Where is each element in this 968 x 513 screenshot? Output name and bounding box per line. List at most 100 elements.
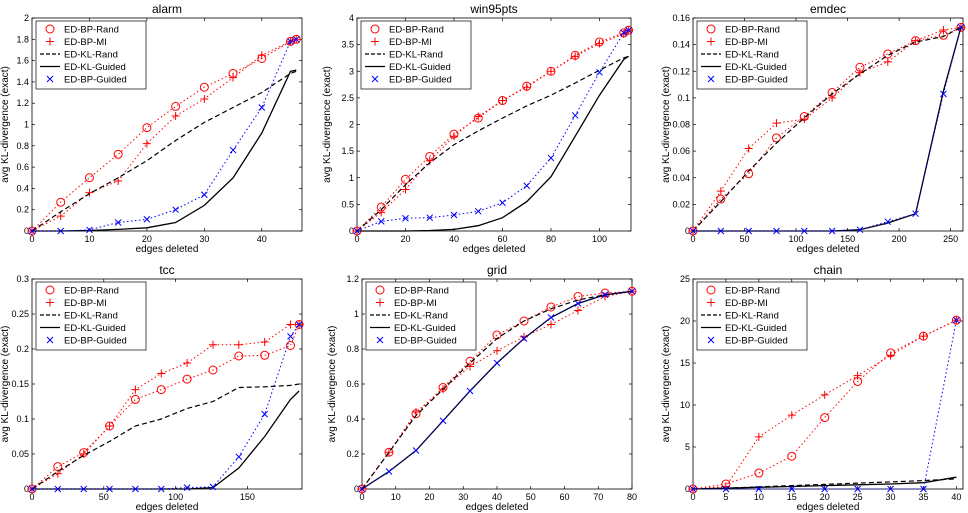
- y-tick-label: 25: [680, 274, 690, 284]
- legend-entry: ED-BP-Guided: [46, 336, 127, 347]
- data-point: [287, 38, 294, 45]
- data-point: [131, 385, 140, 394]
- chart-title: emdec: [810, 2, 846, 16]
- legend-entry: ED-BP-MI: [371, 37, 432, 48]
- data-point: [171, 101, 181, 111]
- data-point: [620, 29, 628, 37]
- series-ED-BP-Guided: [28, 35, 300, 235]
- legend-marker: [706, 24, 716, 34]
- legend-label: ED-BP-Rand: [394, 286, 449, 297]
- y-tick-label: 0.1: [677, 93, 690, 103]
- y-tick-label: 1: [349, 173, 354, 183]
- y-tick-label: 0.6: [346, 379, 359, 389]
- data-point: [522, 83, 531, 92]
- data-point: [546, 302, 556, 312]
- data-point: [157, 485, 165, 493]
- data-point: [754, 432, 763, 441]
- series-line: [32, 324, 300, 490]
- series-line: [31, 38, 297, 232]
- y-tick-label: 0.14: [672, 40, 690, 50]
- y-tick-label: 0.6: [16, 162, 29, 172]
- y-axis-label: avg KL-divergence (exact): [322, 66, 333, 183]
- series-ED-KL-Rand: [692, 26, 962, 232]
- chart-grid: grid 0 10 20 30 40 50 60 70 80 0 0.2 0.4 0.6 0.8 1 1.2 ed…: [327, 263, 637, 513]
- legend-entry: ED-KL-Guided: [370, 323, 456, 334]
- data-point: [744, 169, 754, 179]
- legend-label: ED-KL-Rand: [64, 50, 118, 61]
- data-point: [912, 210, 919, 218]
- data-point: [571, 52, 580, 61]
- legend-entry: ED-BP-Guided: [707, 336, 788, 347]
- y-tick-label: 1: [354, 309, 359, 319]
- chart-title: tcc: [159, 263, 174, 277]
- data-point: [260, 350, 270, 360]
- x-tick-label: 10: [391, 492, 401, 502]
- chart-title: chain: [814, 263, 843, 277]
- data-point: [957, 23, 965, 31]
- legend-entry: ED-BP-Guided: [376, 336, 457, 347]
- data-point: [800, 115, 809, 124]
- y-tick-label: 0.8: [16, 141, 29, 151]
- legend-label: ED-KL-Guided: [64, 62, 126, 73]
- legend-marker: [376, 336, 384, 344]
- y-tick-label: 20: [680, 316, 690, 326]
- data-point: [574, 306, 582, 315]
- y-tick-label: 10: [680, 400, 690, 410]
- data-point: [235, 453, 243, 461]
- data-point: [853, 371, 862, 380]
- legend-marker: [706, 285, 716, 295]
- legend-label: ED-BP-Guided: [389, 75, 452, 86]
- data-point: [171, 111, 180, 120]
- data-point: [400, 174, 410, 184]
- legend-entry: ED-KL-Rand: [40, 311, 118, 322]
- series-line: [356, 55, 629, 232]
- chart-title: win95pts: [469, 2, 517, 16]
- data-point: [200, 94, 209, 103]
- y-tick-label: 0.2: [346, 449, 359, 459]
- data-point: [200, 191, 208, 199]
- data-point: [886, 351, 895, 360]
- x-tick-label: 100: [168, 492, 183, 502]
- data-point: [755, 485, 763, 493]
- series-line: [361, 290, 633, 490]
- y-tick-label: 0.4: [346, 414, 359, 424]
- data-point: [754, 468, 764, 478]
- data-point: [953, 316, 960, 324]
- y-axis-label: avg KL-divergence (exact): [327, 326, 338, 443]
- data-point: [523, 182, 531, 190]
- data-point: [595, 39, 604, 48]
- y-tick-label: 1.6: [16, 56, 29, 66]
- x-tick-label: 70: [593, 492, 603, 502]
- legend-label: ED-BP-MI: [725, 37, 768, 48]
- legend-marker: [46, 37, 54, 46]
- data-point: [787, 411, 796, 420]
- data-point: [261, 410, 269, 418]
- series-line: [692, 319, 957, 490]
- legend-entry: ED-BP-Guided: [707, 75, 788, 86]
- legend-label: ED-KL-Guided: [725, 62, 787, 73]
- data-point: [787, 451, 797, 461]
- y-tick-label: 2: [24, 13, 29, 23]
- data-point: [920, 485, 927, 493]
- x-tick-label: 30: [199, 234, 209, 244]
- x-axis-label: edges deleted: [466, 502, 529, 513]
- legend-box: [696, 20, 808, 90]
- y-tick-label: 0.16: [672, 13, 690, 23]
- data-point: [183, 359, 192, 367]
- series-ED-BP-Guided: [689, 23, 965, 235]
- x-tick-label: 35: [918, 492, 928, 502]
- legend-label: ED-BP-Rand: [725, 25, 780, 36]
- legend-marker: [46, 298, 54, 307]
- data-point: [619, 29, 628, 38]
- data-point: [182, 374, 192, 384]
- series-ED-KL-Guided: [32, 390, 300, 490]
- y-tick-label: 0.3: [16, 274, 29, 284]
- legend-entry: ED-BP-Rand: [370, 24, 444, 36]
- y-tick-label: 0.15: [11, 379, 29, 389]
- series-ED-BP-Guided: [689, 316, 960, 493]
- x-tick-label: 15: [787, 492, 797, 502]
- data-point: [466, 362, 474, 371]
- legend-label: ED-BP-Rand: [725, 286, 780, 297]
